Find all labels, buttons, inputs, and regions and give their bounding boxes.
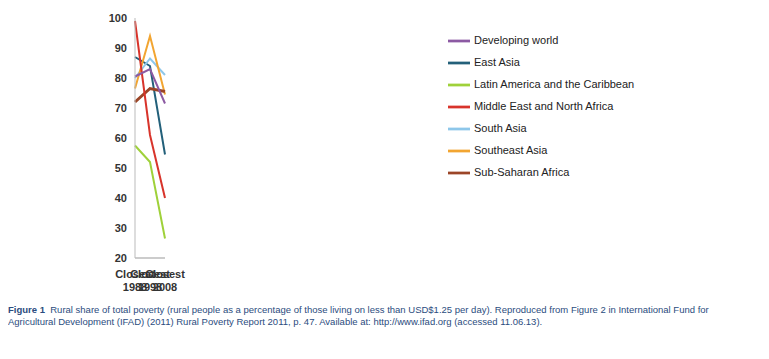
svg-text:2008: 2008 [153, 281, 177, 293]
svg-text:60: 60 [115, 132, 127, 144]
svg-text:80: 80 [115, 72, 127, 84]
html-text:Middle East and North Africa: Middle East and North Africa [474, 99, 614, 112]
html-text:Sub-Saharan Africa: Sub-Saharan Africa [474, 165, 570, 178]
svg-text:90: 90 [115, 42, 127, 54]
svg-text:70: 70 [115, 102, 127, 114]
svg-text:50: 50 [115, 162, 127, 174]
html-text:Developing world: Developing world [474, 33, 559, 46]
svg-text:30: 30 [115, 222, 127, 234]
html-text:Southeast Asia: Southeast Asia [474, 143, 548, 156]
html-text:Latin America and the Caribbea: Latin America and the Caribbean [474, 77, 635, 90]
svg-text:100: 100 [109, 12, 127, 24]
svg-text:40: 40 [115, 192, 127, 204]
html-text:Figure 1: Figure 1 [8, 304, 45, 315]
html-text:South Asia: South Asia [474, 121, 527, 134]
svg-text:1988: 1988 [122, 281, 148, 293]
html-text:East Asia: East Asia [474, 55, 520, 68]
html-text:Rural share of total poverty (: Rural share of total poverty (rural peop… [8, 304, 709, 327]
svg-text:Closest: Closest [145, 268, 185, 280]
svg-text:1998: 1998 [137, 281, 163, 293]
svg-text:20: 20 [115, 252, 127, 264]
